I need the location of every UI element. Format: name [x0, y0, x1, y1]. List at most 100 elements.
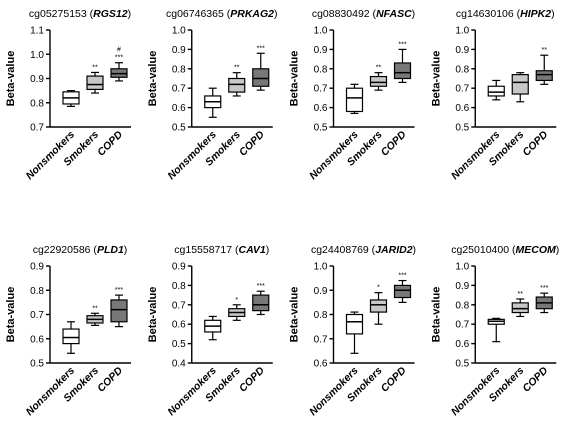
box-smokers: ** [228, 65, 246, 97]
y-tick-label: 0.6 [455, 339, 469, 350]
panel-title-close: ) [124, 244, 128, 256]
panel-title-probe: cg25010400 ( [451, 244, 516, 256]
box-iqr [252, 68, 270, 87]
significance-label: ** [92, 64, 98, 71]
box-iqr [252, 294, 270, 312]
box-iqr [369, 299, 388, 313]
y-axis-label: Beta-value [430, 287, 442, 343]
chart-panel-6: cg15558717 (CAV1) Beta-value 0.4 0.5 0.6 0.7 0… [147, 244, 273, 418]
box-copd: *** [393, 273, 412, 303]
box-nonsmokers [487, 317, 505, 343]
y-tick-label: 0.8 [314, 310, 328, 321]
chart-panel-4: cg14630106 (HIPK2) Beta-value 0.5 0.6 0.7 0.8… [430, 8, 557, 182]
chart-panel-5: cg22920586 (PLD1) Beta-value 0.5 0.6 0.7 0.8 0… [5, 244, 131, 418]
box-copd: *** [535, 285, 553, 314]
box-nonsmokers [62, 90, 80, 107]
y-axis-label: Beta-value [289, 51, 301, 107]
box-iqr [393, 62, 412, 80]
y-tick-label: 0.8 [172, 281, 186, 292]
panel-title-gene: PLD1 [97, 244, 124, 256]
y-tick-label: 0.6 [30, 334, 44, 345]
y-tick-label: 0.8 [314, 64, 328, 75]
panel-title: cg22920586 (PLD1) [33, 244, 128, 256]
box-smokers: ** [86, 305, 104, 327]
y-tick-label: 0.5 [455, 123, 469, 134]
panel-title-probe: cg22920586 ( [33, 244, 98, 256]
significance-label: ** [518, 291, 524, 298]
y-axis-label: Beta-value [147, 51, 159, 107]
box-smokers: ** [511, 291, 529, 318]
box-iqr [345, 87, 364, 113]
box-nonsmokers [62, 321, 80, 354]
box-copd: #*** [110, 47, 128, 82]
panel-title-gene: HIPK2 [520, 8, 551, 20]
panel-title: cg05275153 (RGS12) [29, 8, 131, 20]
y-tick-label: 0.9 [314, 286, 328, 297]
y-tick-label: 1.1 [30, 26, 44, 37]
y-axis-label: Beta-value [147, 287, 159, 343]
y-tick-label: 1.0 [314, 262, 328, 273]
panel-title: cg15558717 (CAV1) [174, 244, 269, 256]
y-tick-label: 0.6 [455, 103, 469, 114]
y-tick-label: 0.9 [314, 45, 328, 56]
box-iqr [511, 302, 529, 314]
box-copd: *** [393, 41, 412, 83]
panel-title: cg06746365 (PRKAG2) [166, 8, 278, 20]
chart-panel-7: cg24408769 (JARID2) Beta-value 0.6 0.7 0.8 0.… [289, 244, 417, 418]
box-nonsmokers [204, 87, 222, 118]
panel-title-probe: cg08830492 ( [312, 8, 377, 20]
y-tick-label: 0.5 [30, 359, 44, 370]
significance-label: ** [542, 47, 548, 54]
panel-title-probe: cg06746365 ( [166, 8, 231, 20]
y-tick-label: 0.9 [172, 262, 186, 273]
box-iqr [228, 77, 246, 93]
box-iqr [345, 313, 364, 335]
chart-panel-3: cg08830492 (NFASC) Beta-value 0.5 0.6 0.7 0.8… [289, 8, 416, 182]
box-smokers: * [369, 285, 388, 325]
panel-title-close: ) [266, 244, 270, 256]
significance-label: *** [398, 273, 406, 280]
panel-title-close: ) [413, 244, 417, 256]
x-tick-label: COPD [95, 128, 125, 158]
y-tick-label: 0.7 [172, 300, 186, 311]
significance-label: * [235, 297, 238, 304]
y-tick-label: 0.4 [172, 359, 186, 370]
box-smokers: * [228, 297, 246, 321]
box-nonsmokers [345, 311, 364, 354]
y-tick-label: 0.5 [455, 359, 469, 370]
x-tick-label: COPD [237, 364, 267, 394]
box-copd: *** [252, 45, 270, 91]
significance-label: # [117, 47, 121, 54]
y-tick-label: 0.6 [314, 103, 328, 114]
box-copd: ** [535, 47, 553, 85]
y-tick-label: 0.7 [30, 123, 44, 134]
box-iqr [86, 75, 104, 91]
box-iqr [110, 299, 128, 323]
y-tick-label: 0.6 [314, 359, 328, 370]
significance-label: *** [398, 41, 406, 48]
x-tick-label: COPD [237, 128, 267, 158]
y-tick-label: 0.8 [455, 64, 469, 75]
significance-label: ** [92, 305, 98, 312]
y-tick-label: 0.9 [172, 45, 186, 56]
y-tick-label: 1.0 [455, 26, 469, 37]
y-tick-label: 0.5 [314, 123, 328, 134]
panel-title: cg14630106 (HIPK2) [456, 8, 555, 20]
y-tick-label: 0.8 [30, 286, 44, 297]
significance-label: ** [234, 65, 240, 72]
panel-title-probe: cg14630106 ( [456, 8, 521, 20]
y-axis-label: Beta-value [5, 51, 17, 107]
y-tick-label: 1.0 [30, 50, 44, 61]
significance-label: *** [257, 283, 265, 290]
panel-title-probe: cg15558717 ( [174, 244, 239, 256]
box-iqr [511, 74, 529, 95]
panel-title-close: ) [412, 8, 416, 20]
box-iqr [487, 85, 505, 97]
significance-label: *** [115, 287, 123, 294]
y-tick-label: 1.0 [455, 262, 469, 273]
panel-title: cg08830492 (NFASC) [312, 8, 415, 20]
x-tick-label: COPD [379, 364, 409, 394]
panel-title: cg25010400 (MECOM) [451, 244, 559, 256]
y-axis-label: Beta-value [430, 51, 442, 107]
